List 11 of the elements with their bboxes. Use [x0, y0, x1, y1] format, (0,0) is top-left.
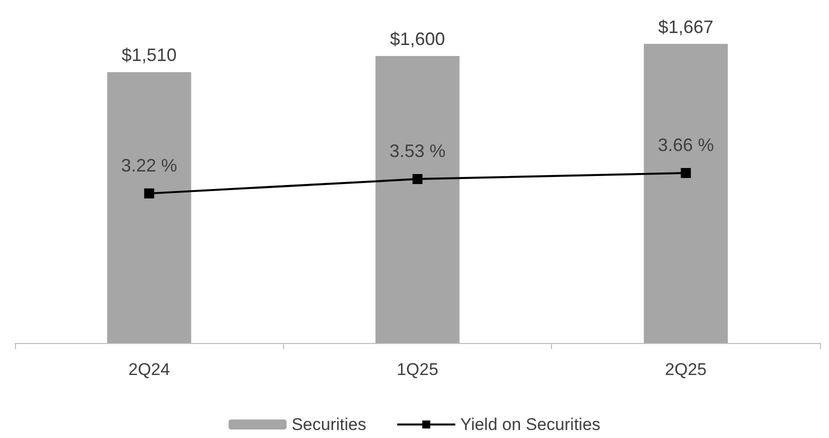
data-label: $1,667: [658, 16, 714, 37]
data-label: 3.22 %: [121, 155, 178, 176]
legend-label: Yield on Securities: [460, 415, 600, 434]
x-tick-label: 2Q25: [665, 360, 707, 379]
data-label: 3.66 %: [658, 135, 714, 155]
data-label: $1,600: [390, 28, 446, 49]
x-tick-label: 2Q24: [128, 360, 170, 379]
x-tick-label: 1Q25: [396, 360, 438, 379]
legend-label: Securities: [292, 415, 366, 434]
data-label: 3.53 %: [389, 141, 446, 162]
data-label: $1,510: [122, 45, 177, 66]
